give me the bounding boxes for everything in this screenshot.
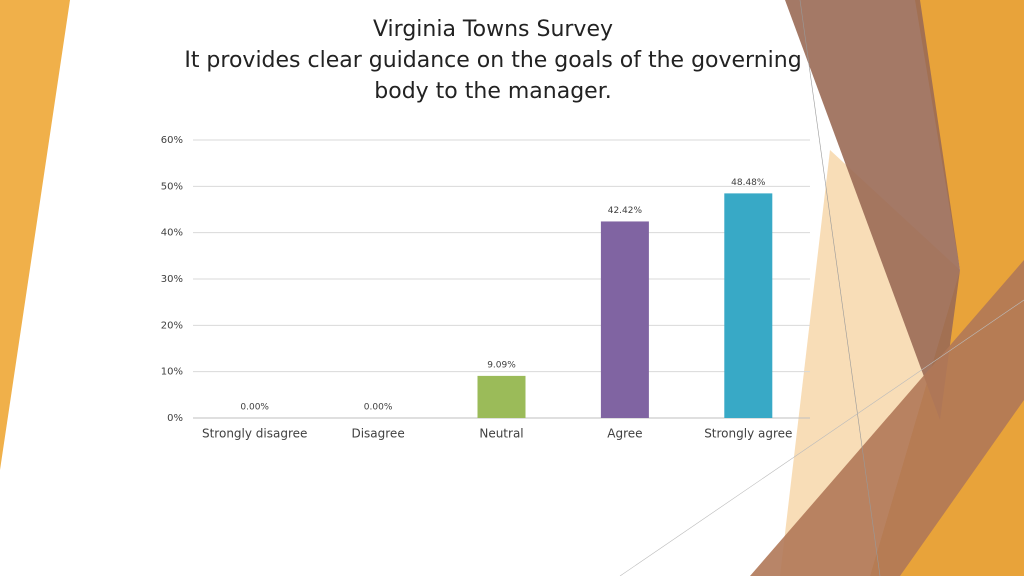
chart-subtitle: It provides clear guidance on the goals … (184, 48, 802, 104)
x-tick-label: Disagree (351, 427, 404, 441)
x-tick-label: Agree (607, 427, 642, 441)
y-tick-label: 30% (161, 274, 183, 285)
value-label: 48.48% (731, 178, 766, 188)
decor-shape (785, 0, 960, 420)
decor-line (619, 299, 1024, 576)
x-tick-label: Neutral (479, 427, 523, 441)
bar (477, 375, 526, 418)
decor-line (799, 0, 881, 576)
bar (600, 221, 649, 418)
decor-shape (0, 0, 70, 470)
bar (724, 193, 773, 418)
y-tick-label: 0% (167, 413, 183, 424)
value-label: 9.09% (487, 360, 516, 370)
value-label: 0.00% (364, 403, 393, 413)
x-tick-label: Strongly disagree (202, 427, 307, 441)
y-tick-label: 20% (161, 320, 183, 331)
y-tick-label: 40% (161, 228, 183, 239)
chart-title: Virginia Towns Survey (372, 17, 614, 42)
value-label: 0.00% (240, 403, 269, 413)
y-tick-label: 50% (161, 181, 183, 192)
title-box: Virginia Towns Survey It provides clear … (163, 14, 823, 107)
y-tick-label: 60% (161, 135, 183, 146)
y-tick-label: 10% (161, 367, 183, 378)
value-label: 42.42% (608, 206, 643, 216)
decor-shape (750, 260, 1024, 576)
x-tick-label: Strongly agree (704, 427, 792, 441)
